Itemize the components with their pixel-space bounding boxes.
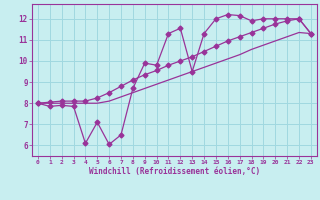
X-axis label: Windchill (Refroidissement éolien,°C): Windchill (Refroidissement éolien,°C) [89, 167, 260, 176]
